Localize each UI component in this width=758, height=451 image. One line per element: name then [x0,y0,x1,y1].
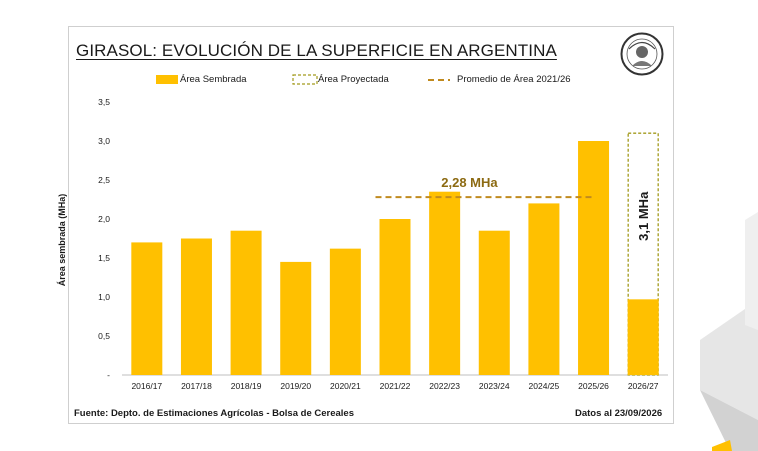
bar-sembrada [329,248,361,375]
x-tick-label: 2025/26 [578,381,609,391]
bar-sembrada [429,191,461,375]
x-tick-label: 2026/27 [628,381,659,391]
bar-sembrada [131,242,163,375]
x-tick-label: 2023/24 [479,381,510,391]
legend-label-sembrada: Área Sembrada [180,74,247,85]
bar-sembrada [528,203,560,375]
bar-sembrada [379,219,411,375]
bolsa-de-cereales-seal-icon [620,32,664,76]
annotation-average-value: 2,28 MHa [441,175,498,190]
bar-sembrada [578,141,610,375]
y-tick-label: 2,0 [98,214,110,224]
bar-sembrada [180,238,212,375]
x-tick-label: 2022/23 [429,381,460,391]
y-tick-label: 3,5 [98,97,110,107]
y-tick-label: - [107,370,110,380]
bar-sembrada [230,230,262,375]
bar-sembrada [280,261,312,375]
y-tick-label: 1,0 [98,292,110,302]
y-tick-label: 2,5 [98,175,110,185]
y-tick-label: 3,0 [98,136,110,146]
legend-label-proyectada: Área Proyectada [318,74,389,85]
bar-sembrada [478,230,510,375]
chart-card [68,26,674,424]
legend-label-promedio: Promedio de Área 2021/26 [457,74,571,85]
chart-title: GIRASOL: EVOLUCIÓN DE LA SUPERFICIE EN A… [76,41,557,60]
x-tick-label: 2018/19 [231,381,262,391]
x-tick-label: 2024/25 [529,381,560,391]
legend-swatch-sembrada [156,75,178,84]
bar-sembrada [627,299,659,375]
legend-swatch-proyectada [292,74,318,85]
y-tick-label: 1,5 [98,253,110,263]
x-tick-label: 2019/20 [280,381,311,391]
x-tick-label: 2020/21 [330,381,361,391]
annotation-projected-value: 3,1 MHa [636,191,651,241]
x-tick-label: 2016/17 [131,381,162,391]
y-tick-label: 0,5 [98,331,110,341]
x-tick-label: 2021/22 [380,381,411,391]
footer-date: Datos al 23/09/2026 [575,408,663,419]
x-tick-label: 2017/18 [181,381,212,391]
footer-source: Fuente: Depto. de Estimaciones Agrícolas… [74,408,354,419]
